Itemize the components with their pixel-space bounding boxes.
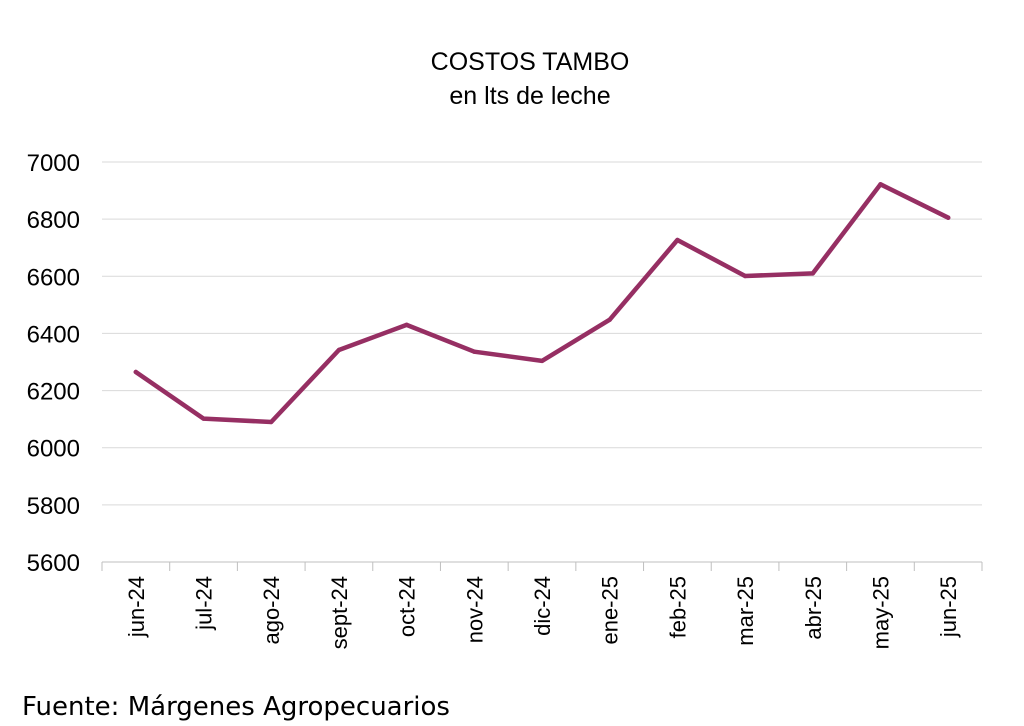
data-point xyxy=(539,358,545,364)
y-tick-label: 5800 xyxy=(27,493,80,520)
y-axis: 5600 5800 6000 6200 6400 6600 6800 7000 xyxy=(27,150,80,577)
data-point xyxy=(810,271,815,276)
series-line xyxy=(133,182,951,425)
y-tick-label: 6800 xyxy=(27,207,80,234)
x-tick-label: ago-24 xyxy=(259,576,284,645)
data-point xyxy=(742,273,748,279)
x-tick-label: jun-24 xyxy=(124,576,149,638)
gridlines xyxy=(102,161,982,506)
x-tick-label: may-25 xyxy=(868,576,893,649)
x-tick-label: dic-24 xyxy=(530,576,555,636)
y-tick-label: 6000 xyxy=(27,436,80,463)
x-tick-label: mar-25 xyxy=(733,576,758,646)
x-tick-label: sept-24 xyxy=(327,576,352,649)
x-tick-label: feb-25 xyxy=(665,576,690,638)
data-point xyxy=(472,349,477,354)
x-tick-label: jun-25 xyxy=(936,576,961,638)
chart-title: COSTOS TAMBO xyxy=(431,48,630,76)
x-axis: jun-24 jul-24 ago-24 sept-24 oct-24 nov-24 dic… xyxy=(101,561,983,649)
source-note: Fuente: Márgenes Agropecuarios xyxy=(22,692,450,722)
x-tick-label: ene-25 xyxy=(598,576,623,645)
data-point xyxy=(269,419,274,425)
y-tick-label: 7000 xyxy=(27,150,80,177)
y-tick-label: 6400 xyxy=(27,321,80,348)
x-tick-label: jul-24 xyxy=(192,576,217,631)
y-tick-label: 5600 xyxy=(27,550,80,577)
data-point xyxy=(675,237,680,243)
data-point xyxy=(404,322,409,328)
chart-subtitle: en lts de leche xyxy=(449,82,610,110)
x-tick-label: nov-24 xyxy=(462,576,487,643)
x-tick-label: abr-25 xyxy=(801,576,826,640)
data-point xyxy=(878,182,883,187)
data-point xyxy=(945,215,951,220)
data-point xyxy=(201,416,206,421)
y-tick-label: 6200 xyxy=(27,379,80,406)
x-tick-label: oct-24 xyxy=(395,576,420,637)
y-tick-label: 6600 xyxy=(27,264,80,291)
series-group xyxy=(133,182,951,425)
data-point xyxy=(133,369,139,375)
data-point xyxy=(607,317,612,322)
data-point xyxy=(336,347,342,353)
